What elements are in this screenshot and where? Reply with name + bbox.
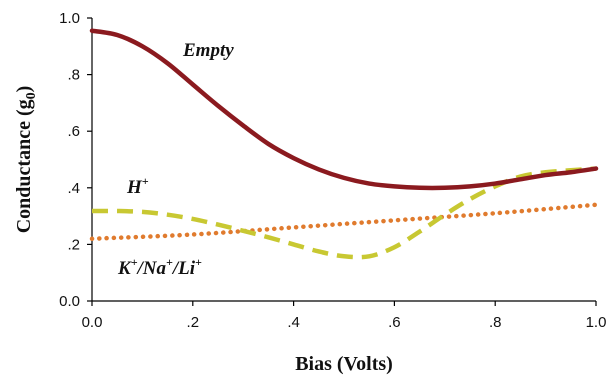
y-tick-label: .8 (67, 67, 80, 84)
x-axis-title: Bias (Volts) (295, 353, 393, 375)
series-layer (89, 28, 599, 260)
series-labels: Empty H+ K+/Na+/Li+ (117, 40, 234, 279)
x-tick-label: 1.0 (586, 314, 607, 331)
x-tick-label: .8 (489, 314, 502, 331)
axes (91, 18, 596, 302)
y-tick-label: .4 (67, 180, 80, 197)
x-tick-label: .4 (287, 314, 300, 331)
x-tick-label: 0.0 (82, 314, 103, 331)
y-tick-label: .2 (67, 236, 80, 253)
series-line-h (91, 166, 597, 260)
x-tick-label: .2 (187, 314, 200, 331)
y-tick-label: .6 (67, 123, 80, 140)
y-tick-label: 0.0 (59, 293, 80, 310)
series-label: Empty (182, 40, 234, 61)
ticks: 0.0 .2 .4 .6 .8 1.0 0.0 .2 .4 .6 .8 1.0 (59, 10, 606, 331)
series-label: H+ (126, 174, 149, 198)
y-axis-title: Conductance (g0) (13, 86, 39, 234)
series-line-k-na-li (89, 202, 599, 241)
series-line-empty (89, 28, 599, 191)
x-tick-label: .6 (388, 314, 401, 331)
y-tick-label: 1.0 (59, 10, 80, 27)
series-label: K+/Na+/Li+ (117, 255, 202, 279)
